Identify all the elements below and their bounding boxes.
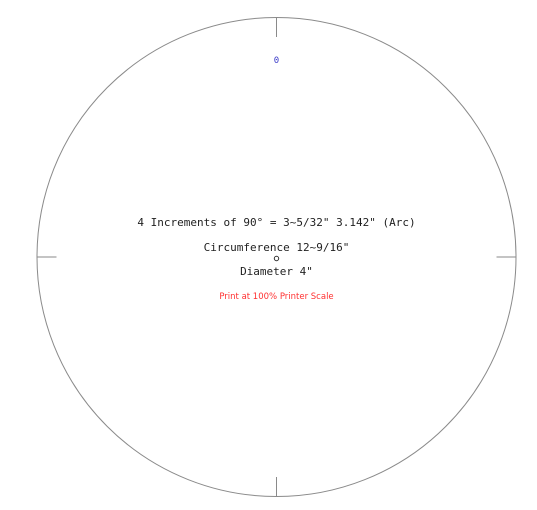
increments-label: 4 Increments of 90° = 3~5/32" 3.142" (Ar…	[137, 216, 415, 229]
circumference-label: Circumference 12~9/16"	[204, 241, 350, 254]
start-marker-label: 0	[274, 56, 279, 66]
diameter-label: Diameter 4"	[240, 265, 313, 278]
center-point	[273, 255, 280, 262]
print-scale-note: Print at 100% Printer Scale	[219, 292, 333, 302]
